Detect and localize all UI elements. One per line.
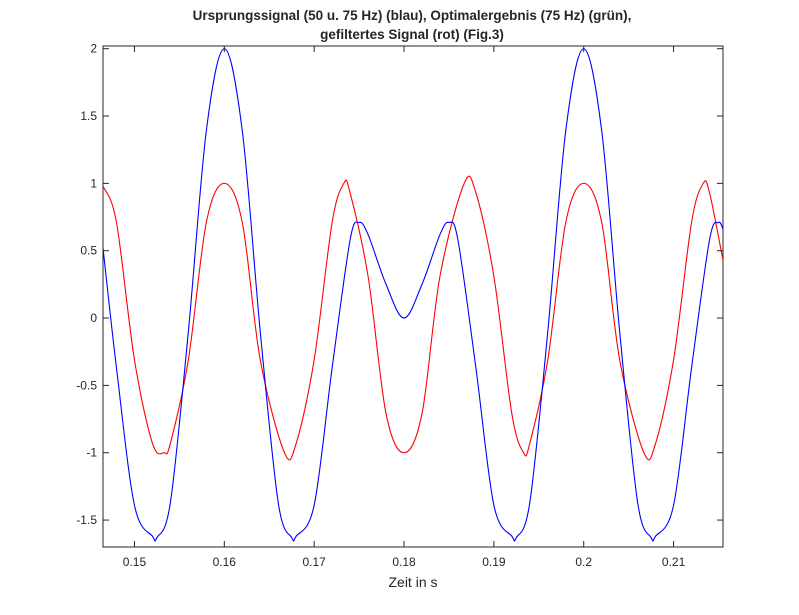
x-tick-label: 0.16	[213, 555, 237, 569]
y-tick-label: -0.5	[76, 378, 97, 392]
y-tick-label: 1.5	[80, 109, 97, 123]
chart-title-line-1: Ursprungssignal (50 u. 75 Hz) (blau), Op…	[193, 8, 632, 23]
x-axis-ticks: 0.15 0.16 0.17 0.18 0.19 0.2 0.21	[123, 46, 686, 569]
x-tick-label: 0.21	[662, 555, 686, 569]
x-tick-label: 0.18	[392, 555, 416, 569]
y-tick-label: -1	[86, 446, 97, 460]
y-tick-label: 0	[90, 311, 97, 325]
series-line-blue	[103, 48, 723, 542]
y-tick-label: -1.5	[76, 513, 97, 527]
y-tick-label: 1	[90, 176, 97, 190]
plot-area: 0.15 0.16 0.17 0.18 0.19 0.2 0.21 -1.5 -1 -0.5 0 0…	[76, 42, 724, 569]
y-tick-label: 0.5	[80, 244, 97, 258]
series-line-red	[103, 175, 723, 461]
chart-title-line-2: gefiltertes Signal (rot) (Fig.3)	[320, 27, 504, 42]
y-axis-ticks: -1.5 -1 -0.5 0 0.5 1 1.5 2	[76, 42, 723, 527]
x-tick-label: 0.15	[123, 555, 147, 569]
x-tick-label: 0.19	[482, 555, 506, 569]
series-layer	[103, 48, 723, 542]
x-tick-label: 0.17	[302, 555, 326, 569]
x-axis-label: Zeit in s	[388, 574, 437, 590]
y-tick-label: 2	[90, 42, 97, 56]
x-tick-label: 0.2	[575, 555, 592, 569]
